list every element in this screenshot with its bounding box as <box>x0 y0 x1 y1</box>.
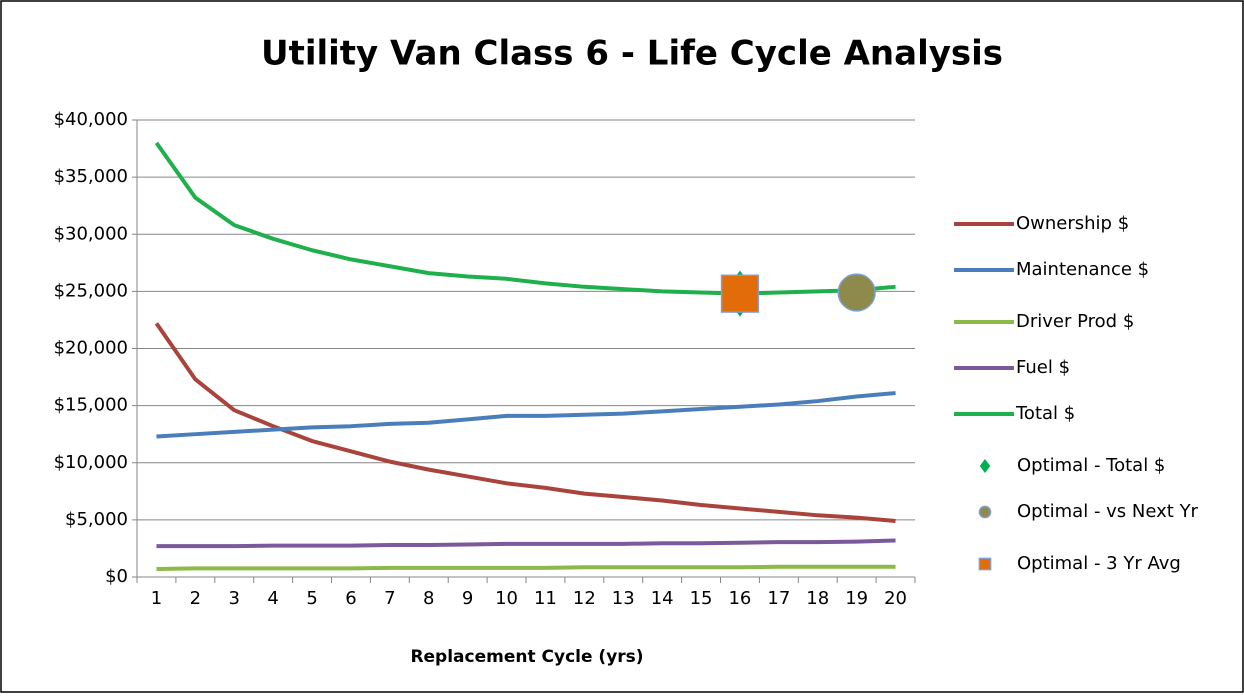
legend-label: Driver Prod $ <box>1016 311 1134 332</box>
legend-label: Maintenance $ <box>1016 259 1149 280</box>
x-tick-label: 19 <box>845 588 868 609</box>
marker-diamond <box>979 459 991 473</box>
y-tick-label: $5,000 <box>65 509 128 530</box>
legend-label: Fuel $ <box>1016 357 1070 378</box>
y-tick-label: $35,000 <box>54 166 128 187</box>
x-tick-label: 13 <box>612 588 635 609</box>
series-line <box>156 564 896 572</box>
y-tick-label: $30,000 <box>54 223 128 244</box>
y-tick-label: $0 <box>105 566 128 587</box>
legend-label: Optimal - 3 Yr Avg <box>1017 553 1181 574</box>
x-tick-label: 17 <box>767 588 790 609</box>
x-tick-label: 1 <box>151 588 162 609</box>
marker-square <box>720 274 760 313</box>
x-tick-label: 4 <box>267 588 278 609</box>
x-tick-label: 8 <box>423 588 434 609</box>
marker-circle <box>978 505 992 519</box>
x-tick-label: 18 <box>806 588 829 609</box>
series-line <box>156 538 896 549</box>
x-tick-label: 12 <box>573 588 596 609</box>
x-tick-label: 14 <box>651 588 674 609</box>
series-line <box>156 391 896 439</box>
y-tick-label: $15,000 <box>54 395 128 416</box>
legend-label: Optimal - vs Next Yr <box>1017 501 1199 522</box>
marker-square <box>978 557 992 571</box>
x-tick-label: 10 <box>495 588 518 609</box>
y-tick-label: $20,000 <box>54 338 128 359</box>
x-tick-label: 20 <box>884 588 907 609</box>
legend-label: Total $ <box>1015 403 1075 424</box>
x-tick-label: 5 <box>306 588 317 609</box>
legend-label: Ownership $ <box>1016 213 1129 234</box>
legend-label: Optimal - Total $ <box>1017 455 1165 476</box>
series-line <box>154 141 896 296</box>
x-tick-label: 9 <box>462 588 473 609</box>
y-tick-label: $10,000 <box>54 452 128 473</box>
y-tick-label: $25,000 <box>54 280 128 301</box>
y-tick-label: $40,000 <box>54 109 128 130</box>
x-tick-label: 2 <box>190 588 201 609</box>
x-tick-label: 3 <box>229 588 240 609</box>
x-tick-label: 15 <box>690 588 713 609</box>
x-axis-label: Replacement Cycle (yrs) <box>410 647 643 667</box>
x-tick-label: 7 <box>384 588 395 609</box>
x-tick-label: 11 <box>534 588 557 609</box>
x-tick-label: 16 <box>728 588 751 609</box>
marker-circle <box>837 273 876 312</box>
chart-title: Utility Van Class 6 - Life Cycle Analysi… <box>261 34 1003 74</box>
x-tick-label: 6 <box>345 588 356 609</box>
